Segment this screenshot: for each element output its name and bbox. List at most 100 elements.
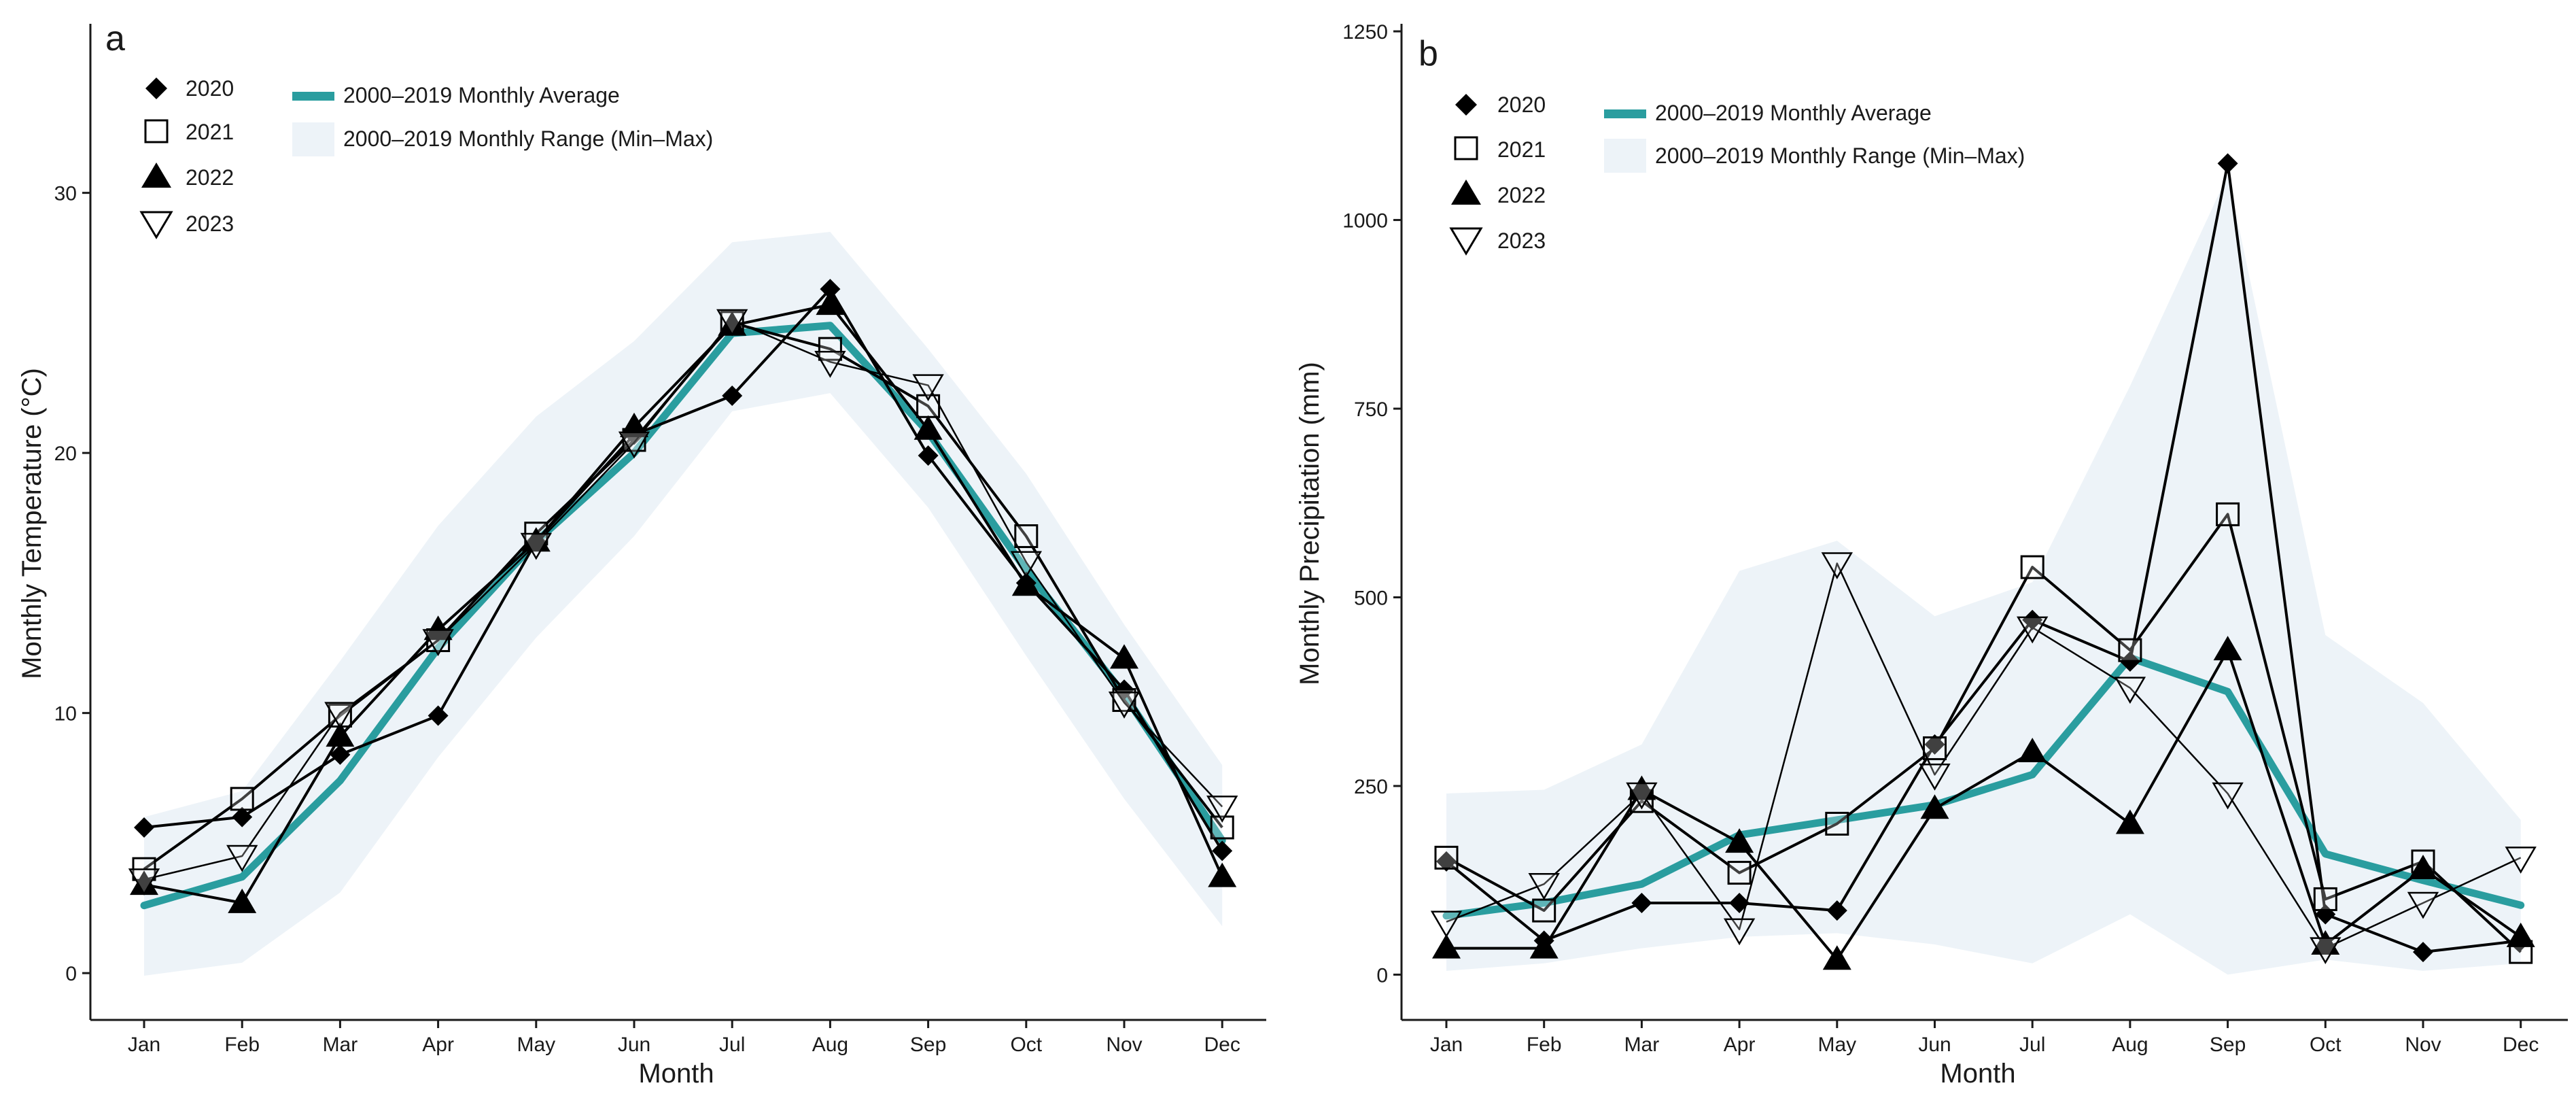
legend-average-swatch [1604, 109, 1646, 118]
data-point-2023-Jun [1919, 764, 1951, 791]
x-tick-label: Jan [128, 1034, 160, 1056]
legend-range-label: 2000–2019 Monthly Range (Min–Max) [1655, 143, 2025, 168]
y-tick-label: 1000 [1342, 210, 1388, 233]
legend-label-2022: 2022 [1497, 183, 1546, 207]
legend-label-2021: 2021 [1497, 137, 1546, 162]
y-tick-label: 30 [54, 183, 77, 205]
data-point-2021-Jul [2020, 555, 2044, 579]
data-point-2021-Aug [818, 337, 842, 361]
x-tick-label: Mar [1624, 1034, 1660, 1056]
range-band [1446, 174, 2521, 975]
data-point-2023-Jan [128, 868, 160, 895]
legend-item-2021: 2021 [144, 119, 234, 144]
panel-b-xlabel: Month [1940, 1059, 2015, 1089]
x-tick-label: Feb [224, 1034, 260, 1056]
x-tick-label: Sep [2210, 1034, 2246, 1056]
legend-marker-diamond [145, 78, 167, 99]
data-point-2020-Feb [232, 806, 253, 828]
data-point-2023-Nov [1108, 692, 1141, 719]
legend-range-label: 2000–2019 Monthly Range (Min–Max) [343, 126, 713, 151]
data-point-2020-Mar [1631, 892, 1652, 913]
data-point-2021-May [1825, 811, 1849, 836]
data-point-2020-Jan [134, 817, 154, 838]
series-2023 [1430, 552, 2537, 965]
y-tick-label: 250 [1354, 776, 1388, 798]
data-point-2021-Feb [230, 787, 254, 811]
data-point-2022-Aug [2115, 809, 2144, 834]
data-point-2020-May [1826, 900, 1847, 921]
data-point-2020-Jan [1436, 851, 1457, 872]
x-tick-label: Apr [422, 1034, 454, 1056]
x-tick-label: May [517, 1034, 555, 1056]
x-tick-label: Jul [2019, 1034, 2045, 1056]
data-point-2020-Apr [428, 705, 449, 726]
data-point-2022-Jul [2018, 738, 2047, 763]
data-point-2022-Jan [130, 870, 158, 895]
panel-b-precipitation: 0 250 500 750 1000 1250 Jan Feb Mar Apr May Jun Jul A… [1295, 21, 2568, 1089]
data-point-2021-Sep [2216, 502, 2240, 526]
x-tick-label: Jun [1918, 1034, 1951, 1056]
panel-a-series-layer [128, 279, 1238, 913]
data-point-2023-Nov [2407, 891, 2439, 919]
data-point-2022-Nov [2409, 855, 2437, 880]
y-tick-label: 0 [65, 963, 77, 985]
data-point-2022-Aug [816, 290, 845, 315]
data-point-2023-Jun [618, 431, 650, 459]
x-tick-label: Mar [323, 1034, 358, 1056]
x-tick-label: Dec [1204, 1034, 1240, 1056]
data-point-2023-Mar [324, 702, 356, 730]
legend-item-average: 2000–2019 Monthly Average [1604, 101, 1932, 125]
data-point-2021-Apr [1727, 861, 1752, 885]
data-point-2023-Apr [1723, 918, 1756, 946]
y-tick-label: 750 [1354, 398, 1388, 421]
panel-b-legend: 2020 2021 2022 2023 2000–2019 Monthly Av… [1449, 92, 2025, 256]
panel-b-average-layer [1442, 653, 2525, 920]
legend-label-2023: 2023 [1497, 228, 1546, 253]
data-point-2022-Apr [1725, 828, 1754, 853]
panel-a-legend: 2020 2021 2022 2023 2000–2019 Monthly Av… [139, 76, 713, 239]
y-tick-label: 10 [54, 703, 77, 726]
data-point-2022-Sep [913, 415, 943, 440]
data-point-2020-Jul [2022, 609, 2043, 630]
x-tick-label: Aug [2112, 1034, 2148, 1056]
data-point-2020-Sep [2217, 153, 2238, 174]
data-point-2022-Oct [2311, 930, 2340, 955]
average-line [1442, 653, 2525, 920]
y-tick-label: 20 [54, 443, 77, 465]
legend-marker-square [1454, 136, 1478, 160]
x-tick-label: Dec [2503, 1034, 2539, 1056]
panel-b-ylabel: Monthly Precipitation (mm) [1295, 362, 1325, 685]
y-tick-label: 500 [1354, 587, 1388, 609]
legend-marker-triangle-down [139, 211, 173, 239]
data-point-2022-Jun [620, 412, 648, 437]
data-point-2023-Sep [912, 374, 944, 402]
series-line-2023 [143, 319, 1223, 881]
legend-item-average: 2000–2019 Monthly Average [292, 83, 620, 107]
x-tick-label: Oct [2310, 1034, 2342, 1056]
series-line-2023 [1446, 562, 2522, 949]
legend-item-range: 2000–2019 Monthly Range (Min–Max) [1604, 139, 2025, 173]
data-point-2023-May [520, 532, 552, 560]
panel-b-axes: 0 250 500 750 1000 1250 Jan Feb Mar Apr May Jun Jul A… [1342, 21, 2568, 1056]
data-point-2020-Nov [2413, 942, 2433, 963]
legend-item-2022: 2022 [1451, 180, 1546, 207]
data-point-2020-Dec [1212, 840, 1233, 861]
legend-marker-triangle-down [1449, 227, 1483, 256]
data-point-2023-Feb [226, 844, 258, 872]
data-point-2022-Feb [228, 888, 257, 913]
series-line-2022 [1446, 649, 2522, 961]
data-point-2022-Jun [1920, 794, 1949, 819]
data-point-2021-Jan [1434, 845, 1459, 870]
data-point-2022-Sep [2213, 636, 2242, 661]
data-point-2022-May [1822, 945, 1851, 970]
legend-label-2023: 2023 [186, 211, 234, 236]
data-point-2023-Jan [1430, 910, 1463, 938]
data-point-2023-Oct [2310, 937, 2342, 965]
data-point-2022-Mar [326, 722, 355, 747]
legend-marker-triangle-up [1451, 180, 1481, 205]
data-point-2020-Mar [330, 744, 351, 765]
panel-a-xlabel: Month [638, 1059, 714, 1089]
data-point-2022-Dec [2506, 922, 2535, 947]
data-point-2021-Jun [1923, 736, 1947, 760]
